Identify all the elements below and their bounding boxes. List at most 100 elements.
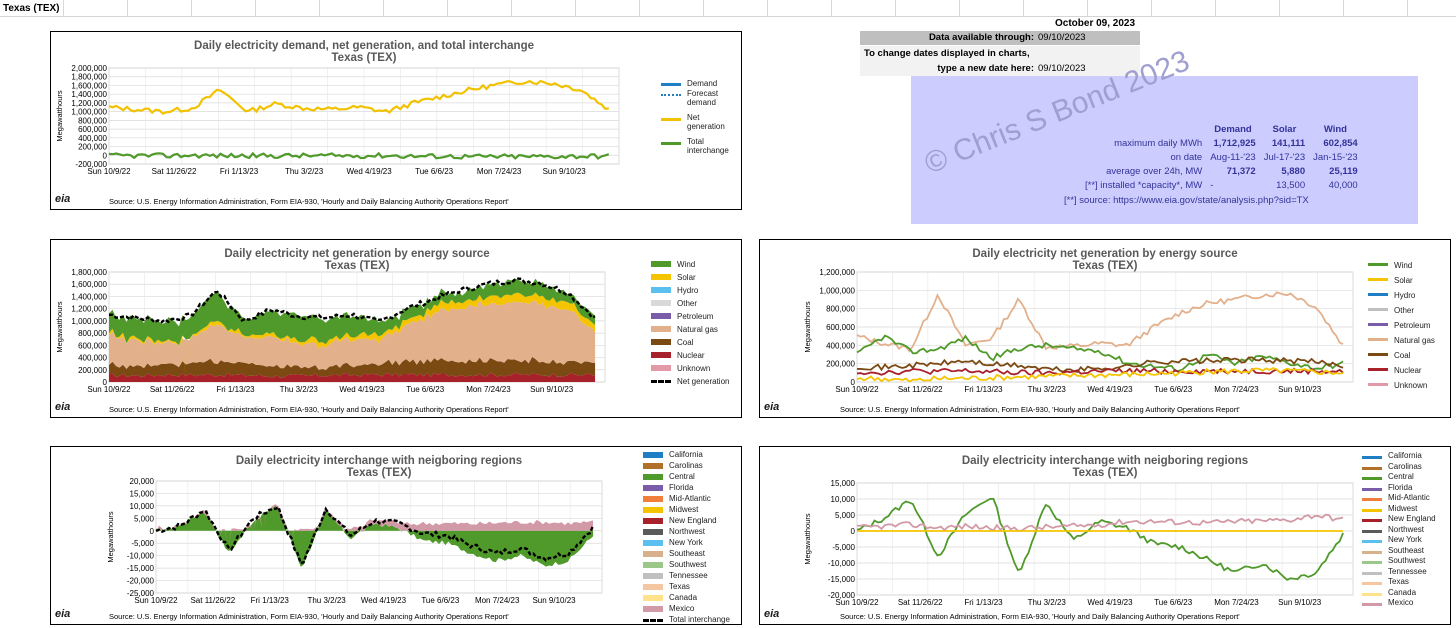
legend-item: Unknown bbox=[1368, 378, 1435, 393]
x-tick-label: Mon 7/24/23 bbox=[475, 596, 520, 605]
legend-item: Hydro bbox=[651, 284, 729, 297]
legend-item: Forecast demand bbox=[661, 89, 735, 113]
legend-swatch bbox=[651, 274, 671, 280]
series-line-net-generation bbox=[108, 79, 609, 115]
legend-item: Solar bbox=[651, 271, 729, 284]
x-tick-label: Sat 11/26/22 bbox=[190, 596, 235, 605]
y-tick-label: 2,000,000 bbox=[71, 64, 107, 73]
legend-item: Central bbox=[1362, 472, 1436, 483]
legend-item: Nuclear bbox=[1368, 363, 1435, 378]
chart-subtitle: Texas (TEX) bbox=[1073, 260, 1138, 272]
legend-item: Coal bbox=[651, 336, 729, 349]
legend-item: New York bbox=[643, 537, 730, 548]
legend-swatch bbox=[1362, 582, 1382, 585]
y-tick-label: 5,000 bbox=[835, 511, 856, 520]
eia-logo: eia bbox=[764, 608, 780, 620]
x-tick-label: Thu 3/2/23 bbox=[1028, 598, 1067, 607]
legend-item: Coal bbox=[1368, 348, 1435, 363]
stats-header-solar: Solar bbox=[1272, 123, 1297, 135]
legend-item: Canada bbox=[643, 592, 730, 603]
legend-label: Midwest bbox=[669, 505, 699, 514]
y-tick-label: -20,000 bbox=[127, 577, 155, 586]
legend-swatch bbox=[1362, 477, 1382, 480]
legend-item: Southwest bbox=[643, 559, 730, 570]
legend-item: Florida bbox=[1362, 483, 1436, 494]
legend-item: Southeast bbox=[643, 548, 730, 559]
y-tick-label: 600,000 bbox=[78, 341, 107, 350]
y-tick-label: 200,000 bbox=[78, 143, 107, 152]
legend-swatch bbox=[1368, 353, 1388, 356]
y-tick-label: 5,000 bbox=[134, 514, 155, 523]
x-tick-label: Wed 4/19/23 bbox=[346, 167, 392, 176]
legend-item: Hydro bbox=[1368, 288, 1435, 303]
x-tick-label: Tue 6/6/23 bbox=[1154, 385, 1193, 394]
legend-item: Wind bbox=[651, 258, 729, 271]
x-tick-label: Sun 9/10/23 bbox=[532, 596, 576, 605]
series-line-total-interchange bbox=[108, 151, 610, 160]
legend-swatch bbox=[643, 529, 663, 535]
legend-label: Natural gas bbox=[677, 325, 718, 334]
legend-swatch bbox=[1362, 529, 1382, 533]
legend-label: Mid-Atlantic bbox=[669, 494, 711, 503]
chart-source-note: Source: U.S. Energy Information Administ… bbox=[109, 197, 509, 206]
data-available-value[interactable]: 09/10/2023 bbox=[1038, 32, 1086, 43]
change-date-input[interactable]: 09/10/2023 bbox=[1038, 63, 1086, 74]
y-tick-label: 400,000 bbox=[78, 134, 107, 143]
x-tick-label: Sun 10/9/22 bbox=[87, 385, 131, 394]
legend-label: Hydro bbox=[677, 286, 699, 295]
legend-label: Hydro bbox=[1394, 291, 1416, 300]
legend-label: Texas bbox=[1388, 577, 1409, 586]
report-date: October 09, 2023 bbox=[1055, 18, 1136, 29]
y-tick-label: -10,000 bbox=[127, 552, 155, 561]
y-tick-label: -5,000 bbox=[131, 539, 154, 548]
data-available-row: Data available through: 09/10/2023 bbox=[860, 31, 1140, 45]
series-line-coal bbox=[856, 356, 1344, 373]
y-tick-label: -5,000 bbox=[832, 543, 855, 552]
legend-item: California bbox=[643, 449, 730, 460]
eia-logo: eia bbox=[55, 401, 71, 413]
chart-interchange-lines: Daily electricity interchange with neigb… bbox=[803, 455, 1354, 607]
legend-swatch bbox=[643, 452, 663, 458]
legend-item: Natural gas bbox=[1368, 333, 1435, 348]
y-tick-label: -200,000 bbox=[75, 160, 107, 169]
legend-swatch bbox=[651, 352, 671, 358]
y-tick-label: 800,000 bbox=[78, 116, 107, 125]
legend-swatch bbox=[643, 573, 663, 579]
legend-item: Northwest bbox=[1362, 525, 1436, 536]
y-tick-label: 400,000 bbox=[826, 341, 855, 350]
x-tick-label: Fri 1/13/23 bbox=[216, 385, 255, 394]
y-tick-label: 0 bbox=[851, 378, 856, 387]
chart-interchange-stacked: Daily electricity interchange with neigb… bbox=[106, 455, 603, 605]
legend-swatch bbox=[643, 463, 663, 469]
legend-label: Southeast bbox=[1388, 545, 1425, 555]
chart-subtitle: Texas (TEX) bbox=[332, 52, 397, 64]
legend-item: Mexico bbox=[1362, 598, 1436, 609]
legend-label: Coal bbox=[1394, 351, 1411, 360]
legend-item: Natural gas bbox=[651, 323, 729, 336]
legend-item: Midwest bbox=[643, 504, 730, 515]
stats-cell: Aug-11-'23 bbox=[1210, 151, 1256, 163]
legend-swatch bbox=[1368, 293, 1388, 296]
x-tick-label: Thu 3/2/23 bbox=[280, 385, 319, 394]
y-tick-label: 200,000 bbox=[78, 366, 107, 375]
legend-item: Unknown bbox=[651, 362, 729, 375]
y-tick-label: 0 bbox=[851, 527, 856, 536]
column-header-grid bbox=[0, 0, 1456, 17]
legend-swatch bbox=[643, 507, 663, 513]
stats-cell: 5,880 bbox=[1281, 165, 1306, 177]
chart-panel-generation-lines: Daily electricity net generation by ener… bbox=[759, 239, 1451, 418]
legend-swatch bbox=[661, 118, 681, 121]
y-tick-label: 0 bbox=[103, 151, 108, 160]
legend-label: Coal bbox=[677, 338, 694, 347]
legend-swatch bbox=[1362, 456, 1382, 459]
y-axis-label: Megawatthours bbox=[55, 90, 64, 142]
y-tick-label: 20,000 bbox=[130, 477, 155, 486]
chart-panel-generation-stacked: Daily electricity net generation by ener… bbox=[50, 239, 742, 418]
legend-swatch bbox=[661, 94, 681, 96]
legend-label: Mid-Atlantic bbox=[1388, 493, 1430, 502]
change-date-area: To change dates displayed in charts, typ… bbox=[860, 46, 1140, 76]
x-tick-label: Thu 3/2/23 bbox=[1028, 385, 1067, 394]
legend-item: Mid-Atlantic bbox=[1362, 493, 1436, 504]
legend-swatch bbox=[1368, 383, 1388, 386]
series-line-solar bbox=[856, 367, 1344, 383]
